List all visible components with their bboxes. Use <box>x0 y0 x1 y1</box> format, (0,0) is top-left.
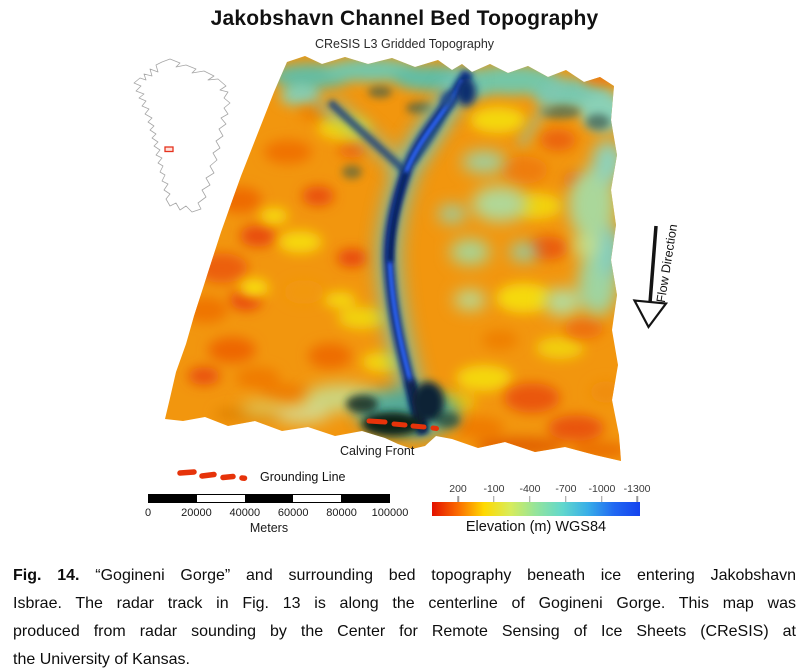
scale-bar-ticks: 0 20000 40000 60000 80000 100000 <box>144 507 408 520</box>
caption-line: Fig. 14. “Gogineni Gorge” and surroundin… <box>13 567 796 584</box>
caption-line: Isbrae. The radar track in Fig. 13 is al… <box>13 595 796 612</box>
caption-figure-number: Fig. 14. <box>13 567 80 584</box>
figure-subtitle: CReSIS L3 Gridded Topography <box>314 37 495 51</box>
figure-title: Jakobshavn Channel Bed Topography <box>210 7 599 30</box>
colorbar-label: Elevation (m) WGS84 <box>465 519 607 535</box>
caption-line: the University of Kansas. <box>13 651 190 668</box>
colorbar-tick-label: -400 <box>519 483 541 495</box>
caption-line: produced from radar sounding by the Cent… <box>13 623 796 640</box>
scale-tick-label: 20000 <box>181 507 212 519</box>
greenland-inset <box>133 58 231 213</box>
grounding-line-legend-dashes <box>177 469 248 481</box>
figure-caption: Fig. 14. “Gogineni Gorge” and surroundin… <box>0 562 809 670</box>
scale-tick-label: 80000 <box>326 507 357 519</box>
scale-bar <box>148 494 390 503</box>
scale-tick-label: 0 <box>144 507 152 519</box>
calving-front-label: Calving Front <box>340 444 415 458</box>
colorbar-gradient <box>432 502 640 516</box>
scale-bar-segment <box>245 495 293 502</box>
scale-tick-label: 60000 <box>277 507 309 519</box>
colorbar-tick-labels: 200 -100 -400 -700 -1000 -1300 <box>432 483 650 495</box>
terrain-map: Flow Direction <box>165 56 680 461</box>
colorbar-tick-label: -100 <box>483 483 505 495</box>
scale-tick-label: 100000 <box>371 507 409 519</box>
colorbar-tick-marks <box>432 496 640 502</box>
colorbar-tick-label: -1300 <box>623 483 651 495</box>
grounding-line-dashes-map <box>366 418 439 431</box>
scale-bar-segment <box>341 495 389 502</box>
scale-bar-segment <box>149 495 197 502</box>
scale-unit-label: Meters <box>249 521 289 535</box>
flow-direction-arrow: Flow Direction <box>632 223 680 330</box>
colorbar-tick-label: -1000 <box>588 483 616 495</box>
flow-direction-label: Flow Direction <box>654 223 680 303</box>
colorbar-tick-label: 200 <box>449 483 467 495</box>
channel <box>327 69 476 436</box>
location-marker <box>164 146 174 153</box>
terrain-render <box>165 56 621 461</box>
scale-tick-label: 40000 <box>229 507 261 519</box>
scale-bar-segment <box>293 495 341 502</box>
scale-bar-segment <box>197 495 245 502</box>
grounding-line-label: Grounding Line <box>260 470 346 484</box>
colorbar-tick-label: -700 <box>555 483 577 495</box>
greenland-outline <box>133 58 231 213</box>
